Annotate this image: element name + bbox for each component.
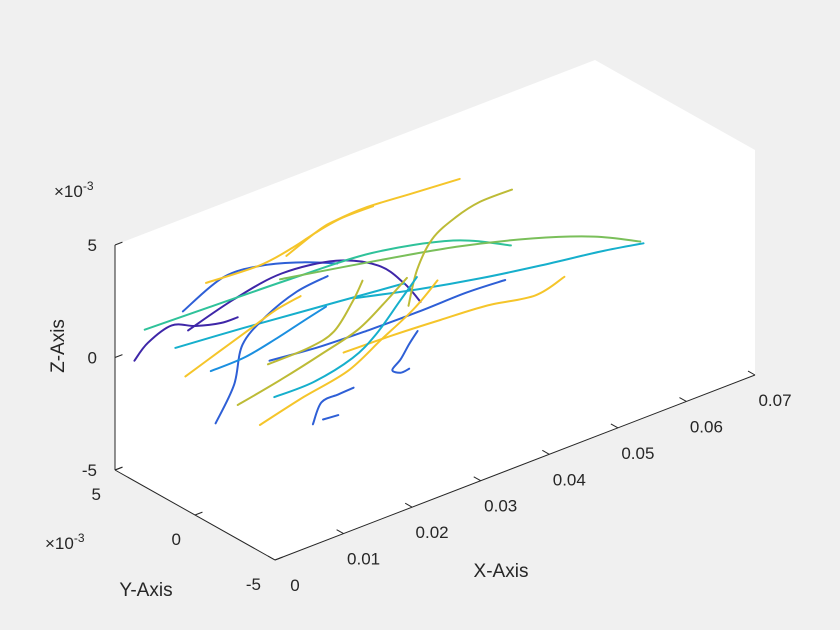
y-tick-label-2: 5	[92, 485, 101, 504]
x-tick-6-mark	[679, 397, 687, 402]
axes-box	[115, 60, 755, 560]
z-tick-2-mark	[114, 241, 123, 246]
x-tick-label-4: 0.04	[553, 470, 586, 489]
series-layer	[133, 177, 645, 426]
series-line-21	[184, 295, 302, 378]
axes-lines	[114, 241, 756, 561]
y-tick-1-mark	[194, 511, 203, 516]
x-tick-5-mark	[610, 423, 619, 429]
z-tick-label-1: 0	[88, 349, 97, 368]
x-tick-2-mark	[404, 502, 413, 508]
y-exponent-label: ×10-3	[45, 531, 85, 553]
series-line-5	[174, 282, 406, 349]
x-tick-0-mark	[267, 555, 276, 561]
y-tick-label-1: 0	[172, 530, 181, 549]
z-tick-label-2: 5	[88, 236, 97, 255]
z-tick-1-mark	[114, 354, 123, 358]
series-line-6	[279, 235, 642, 281]
series-line-18	[236, 276, 408, 406]
series-line-9	[342, 275, 566, 354]
x-tick-label-6: 0.06	[690, 417, 723, 436]
series-line-8	[268, 279, 507, 362]
x-tick-7-mark	[747, 370, 756, 376]
series-line-15	[273, 276, 418, 399]
series-line-17	[209, 305, 327, 373]
series-line-13	[258, 279, 439, 426]
z-exponent-label: ×10-3	[54, 179, 94, 201]
x-axis-line	[274, 374, 756, 561]
y-tick-0-mark	[274, 556, 283, 561]
y-axis-label: Y-Axis	[119, 580, 172, 601]
x-tick-label-2: 0.02	[416, 523, 449, 542]
x-tick-label-7: 0.07	[758, 391, 791, 410]
x-tick-label-3: 0.03	[484, 497, 517, 516]
z-axis-label: Z-Axis	[48, 319, 69, 373]
z-tick-0-mark	[114, 466, 123, 471]
series-line-22	[311, 386, 355, 426]
x-tick-label-5: 0.05	[621, 444, 654, 463]
series-line-16	[214, 275, 329, 425]
series-line-19	[391, 330, 419, 374]
series-line-12	[407, 188, 513, 307]
y-tick-label-0: -5	[246, 575, 261, 594]
x-tick-4-mark	[542, 449, 550, 455]
x-tick-label-1: 0.01	[347, 550, 380, 569]
z-tick-label-0: -5	[82, 461, 97, 480]
x-tick-label-0: 0	[290, 576, 299, 595]
series-line-4	[143, 239, 512, 331]
series-line-2	[181, 261, 339, 313]
series-line-1	[133, 316, 239, 362]
tick-labels: 0 0.01 0.02 0.03 0.04 0.05 0.06 0.07 -5 0 5 -5 0 5	[82, 236, 792, 595]
series-line-20	[322, 414, 340, 421]
x-tick-1-mark	[336, 529, 344, 535]
x-axis-label: X-Axis	[474, 561, 529, 582]
series-line-11	[285, 177, 461, 257]
series-line-14	[266, 279, 364, 366]
x-tick-3-mark	[473, 476, 481, 482]
axes-panel	[115, 60, 755, 560]
